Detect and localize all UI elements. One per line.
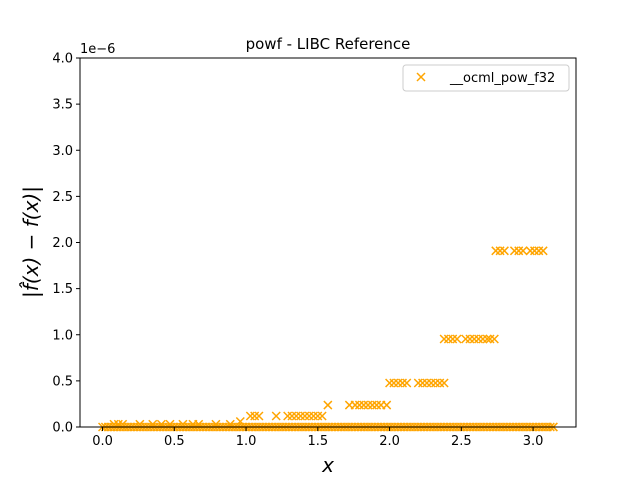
y-tick-label: 3.5 bbox=[52, 98, 73, 113]
x-tick-label: 2.0 bbox=[379, 434, 400, 449]
legend-marker-glyph bbox=[416, 72, 426, 82]
y-tick-label: 0.5 bbox=[52, 374, 73, 389]
x-tick-label: 0.5 bbox=[164, 434, 185, 449]
data-point bbox=[323, 400, 333, 410]
y-offset-text: 1e−6 bbox=[80, 42, 115, 57]
x-tick-label: 0.0 bbox=[92, 434, 113, 449]
data-point bbox=[452, 334, 462, 344]
data-point bbox=[439, 378, 449, 388]
legend-label: __ocml_pow_f32 bbox=[449, 71, 555, 86]
legend: __ocml_pow_f32 bbox=[402, 64, 570, 92]
legend-marker bbox=[416, 72, 426, 82]
data-point bbox=[382, 400, 392, 410]
y-tick-label: 1.5 bbox=[52, 282, 73, 297]
data-point bbox=[499, 246, 509, 256]
x-axis-label: x bbox=[321, 453, 334, 477]
chart-title: powf - LIBC Reference bbox=[246, 35, 411, 53]
x-tick-label: 1.0 bbox=[236, 434, 257, 449]
legend-box bbox=[402, 64, 570, 92]
y-tick-label: 2.0 bbox=[52, 236, 73, 251]
data-point bbox=[271, 411, 281, 421]
data-point bbox=[538, 246, 548, 256]
data-point bbox=[518, 246, 528, 256]
y-tick-label: 2.5 bbox=[52, 190, 73, 205]
y-axis-ticks: 0.0 0.5 1.0 1.5 2.0 2.5 3.0 3.5 4.0 bbox=[52, 52, 80, 436]
data-point bbox=[254, 411, 264, 421]
y-tick-label: 4.0 bbox=[52, 52, 73, 67]
data-point bbox=[317, 411, 327, 421]
x-tick-label: 2.5 bbox=[451, 434, 472, 449]
y-tick-label: 0.0 bbox=[52, 421, 73, 436]
y-tick-label: 1.0 bbox=[52, 328, 73, 343]
x-axis-ticks: 0.0 0.5 1.0 1.5 2.0 2.5 3.0 bbox=[92, 427, 543, 449]
y-tick-label: 3.0 bbox=[52, 144, 73, 159]
y-axis-label: |f̂(x) − f(x)| bbox=[19, 186, 43, 298]
x-tick-label: 3.0 bbox=[523, 434, 544, 449]
data-point bbox=[235, 416, 245, 427]
data-point bbox=[402, 378, 412, 388]
x-tick-label: 1.5 bbox=[307, 434, 328, 449]
data-point bbox=[482, 334, 492, 344]
data-point bbox=[489, 334, 499, 344]
